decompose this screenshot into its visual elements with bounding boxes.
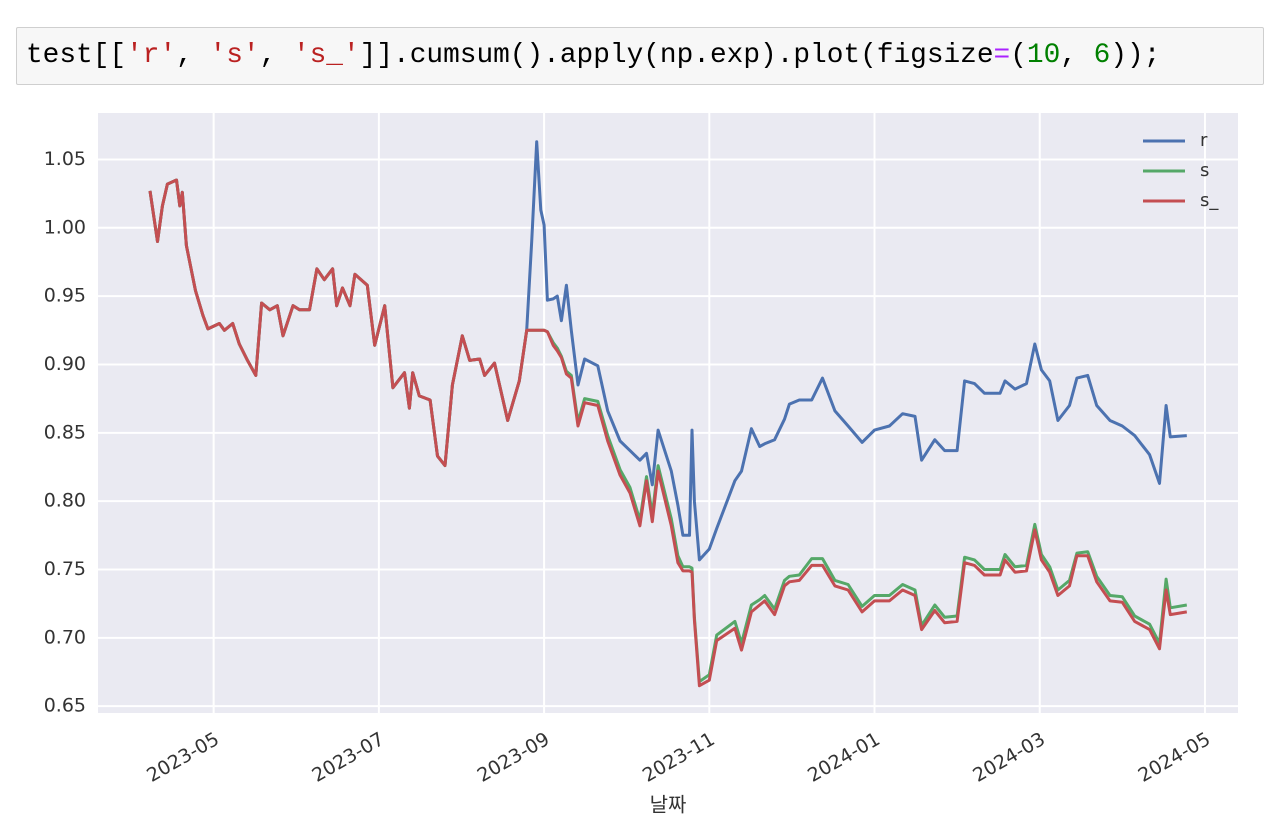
code-token: , — [176, 40, 210, 71]
code-token: ( — [1010, 40, 1027, 71]
code-token: )); — [1110, 40, 1161, 71]
x-axis-label: 날짜 — [650, 793, 687, 817]
plot-area — [98, 113, 1238, 713]
y-tick-label: 0.80 — [44, 490, 86, 512]
code-token: test[[ — [26, 40, 127, 71]
y-tick-label: 0.90 — [44, 353, 86, 375]
code: test[['r', 's', 's_']].cumsum().apply(np… — [26, 38, 1160, 74]
line — [148, 178, 1188, 688]
code-token: = — [993, 40, 1011, 71]
x-tick-label: 2024-01 — [804, 728, 884, 787]
legend-label: s — [1200, 160, 1209, 181]
x-tick-label: 2023-05 — [143, 728, 223, 787]
code-token: 's_' — [292, 40, 360, 71]
x-tick-label: 2023-07 — [308, 728, 388, 787]
x-tick-label: 2024-05 — [1134, 728, 1214, 787]
y-tick-label: 0.85 — [44, 421, 86, 443]
y-tick-label: 0.95 — [44, 285, 86, 307]
legend-label: r — [1200, 130, 1208, 151]
code-token: , — [259, 40, 293, 71]
y-tick-label: 0.75 — [44, 558, 86, 580]
y-tick-label: 0.70 — [44, 626, 86, 648]
x-tick-label: 2023-11 — [639, 728, 719, 787]
code-token: 10 — [1026, 40, 1061, 71]
code-cell: test[['r', 's', 's_']].cumsum().apply(np… — [16, 27, 1264, 85]
y-tick-label: 1.00 — [44, 216, 86, 238]
code-token: , — [1060, 40, 1094, 71]
code-token: 'r' — [126, 40, 177, 71]
code-token: 6 — [1093, 40, 1111, 71]
x-tick-label: 2024-03 — [969, 728, 1049, 787]
code-token: ]].cumsum().apply(np.exp).plot(figsize — [359, 40, 994, 71]
code-token: 's' — [209, 40, 260, 71]
legend-label: s_ — [1200, 190, 1219, 211]
y-tick-label: 0.65 — [44, 695, 86, 717]
y-tick-label: 1.05 — [44, 148, 86, 170]
x-tick-label: 2023-09 — [474, 728, 554, 787]
